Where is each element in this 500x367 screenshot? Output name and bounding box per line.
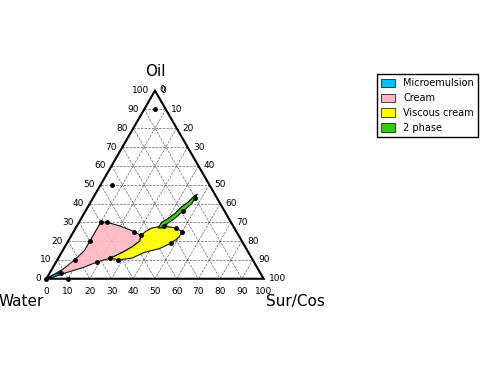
Text: 20: 20: [84, 287, 96, 297]
Text: 0: 0: [35, 274, 41, 283]
Text: 60: 60: [94, 161, 106, 170]
Legend: Microemulsion, Cream, Viscous cream, 2 phase: Microemulsion, Cream, Viscous cream, 2 p…: [377, 75, 478, 137]
Text: 80: 80: [248, 237, 259, 246]
Text: 20: 20: [182, 124, 194, 133]
Text: 40: 40: [73, 199, 85, 208]
Text: 30: 30: [106, 287, 118, 297]
Text: 40: 40: [128, 287, 139, 297]
Text: 50: 50: [214, 180, 226, 189]
Text: 60: 60: [171, 287, 182, 297]
Text: 10: 10: [62, 287, 74, 297]
Text: Sur/Cos: Sur/Cos: [266, 294, 324, 309]
Polygon shape: [158, 194, 198, 228]
Text: 70: 70: [106, 142, 117, 152]
Text: 30: 30: [193, 142, 204, 152]
Text: 50: 50: [84, 180, 96, 189]
Polygon shape: [46, 271, 62, 279]
Polygon shape: [110, 226, 182, 260]
Text: 40: 40: [204, 161, 215, 170]
Text: 90: 90: [236, 287, 248, 297]
Text: 10: 10: [172, 105, 183, 114]
Text: 100: 100: [255, 287, 272, 297]
Text: 70: 70: [236, 218, 248, 227]
Polygon shape: [46, 222, 141, 279]
Text: 30: 30: [62, 218, 74, 227]
Text: 0: 0: [160, 86, 166, 95]
Text: 0: 0: [160, 85, 165, 94]
Text: 60: 60: [226, 199, 237, 208]
Text: 0: 0: [44, 287, 50, 297]
Text: 10: 10: [40, 255, 52, 265]
Text: 20: 20: [52, 237, 62, 246]
Text: 100: 100: [132, 86, 150, 95]
Text: 100: 100: [269, 274, 286, 283]
Text: 80: 80: [116, 124, 128, 133]
Text: 90: 90: [258, 255, 270, 265]
Text: 80: 80: [214, 287, 226, 297]
Text: 50: 50: [149, 287, 160, 297]
Text: 70: 70: [192, 287, 204, 297]
Text: Oil: Oil: [144, 64, 165, 79]
Text: Water: Water: [0, 294, 44, 309]
Text: 90: 90: [127, 105, 138, 114]
